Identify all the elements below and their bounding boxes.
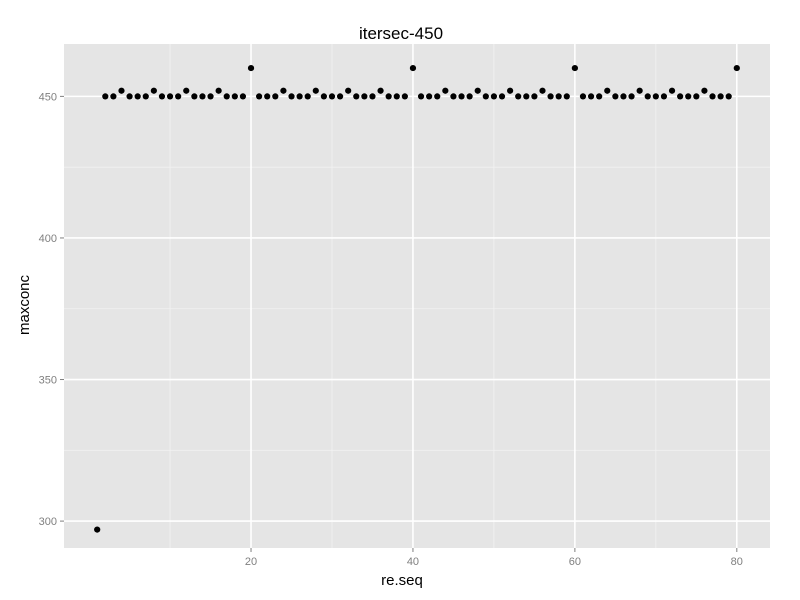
data-point xyxy=(539,87,546,94)
data-point xyxy=(547,93,554,100)
data-point xyxy=(571,64,578,72)
data-point xyxy=(450,93,457,100)
data-point xyxy=(531,93,538,100)
data-point xyxy=(215,87,222,94)
data-point xyxy=(507,87,514,94)
data-point xyxy=(231,93,238,100)
data-point xyxy=(175,93,182,100)
x-tick-label: 80 xyxy=(731,556,743,568)
major-gridlines xyxy=(64,44,770,548)
data-point xyxy=(328,93,336,100)
y-axis: 300 350 400 450 xyxy=(39,91,64,528)
data-point xyxy=(239,93,247,100)
data-point xyxy=(272,93,279,100)
data-point xyxy=(345,87,352,94)
data-point xyxy=(102,93,109,100)
data-point xyxy=(207,93,214,100)
data-point xyxy=(458,93,465,100)
data-point xyxy=(199,93,206,100)
data-point xyxy=(247,64,255,72)
x-tick-label: 20 xyxy=(245,556,257,568)
y-tick-label: 450 xyxy=(39,91,57,103)
data-point xyxy=(555,93,562,100)
data-point xyxy=(126,93,133,100)
data-point xyxy=(191,93,198,100)
data-point xyxy=(660,93,668,100)
data-point xyxy=(693,93,700,100)
data-point xyxy=(336,93,344,100)
data-point xyxy=(652,93,659,100)
data-point xyxy=(296,93,303,100)
data-point xyxy=(150,87,157,94)
data-point xyxy=(709,93,716,100)
data-point xyxy=(377,87,384,94)
data-point xyxy=(701,87,708,94)
data-point xyxy=(256,93,263,100)
y-tick-label: 350 xyxy=(39,375,57,387)
data-point xyxy=(401,93,408,100)
data-point xyxy=(134,93,141,100)
data-point xyxy=(628,93,635,100)
data-point xyxy=(304,93,311,100)
minor-gridlines xyxy=(64,44,770,548)
data-point xyxy=(620,93,627,100)
data-points xyxy=(94,64,740,533)
data-point xyxy=(142,93,149,100)
panel-background xyxy=(64,44,770,548)
chart-title: itersec-450 xyxy=(359,24,443,43)
data-point xyxy=(442,87,449,94)
data-point xyxy=(393,93,400,100)
data-point xyxy=(466,93,473,100)
data-point xyxy=(523,93,530,100)
data-point xyxy=(482,93,489,100)
data-point xyxy=(644,93,651,100)
data-point xyxy=(385,93,392,100)
x-axis-title: re.seq xyxy=(381,572,423,589)
data-point xyxy=(563,93,570,100)
x-tick-label: 40 xyxy=(407,556,419,568)
data-point xyxy=(604,87,611,94)
data-point xyxy=(668,87,676,94)
data-point xyxy=(612,93,619,100)
data-point xyxy=(417,93,425,100)
x-axis: 20 40 60 80 xyxy=(245,548,743,568)
data-point xyxy=(717,93,724,100)
data-point xyxy=(320,93,327,100)
data-point xyxy=(361,93,368,100)
data-point xyxy=(579,93,587,100)
data-point xyxy=(426,93,433,100)
y-axis-title: maxconc xyxy=(16,274,33,335)
data-point xyxy=(264,93,271,100)
data-point xyxy=(353,93,360,100)
data-point xyxy=(474,87,481,94)
data-point xyxy=(685,93,692,100)
data-point xyxy=(369,93,376,100)
data-point xyxy=(312,87,319,94)
data-point xyxy=(409,64,417,72)
data-point xyxy=(110,93,117,100)
data-point xyxy=(280,87,287,94)
data-point xyxy=(490,93,498,100)
data-point xyxy=(288,93,295,100)
data-point xyxy=(166,93,174,100)
data-point xyxy=(183,87,190,94)
data-point xyxy=(725,93,732,100)
data-point xyxy=(677,93,684,100)
data-point xyxy=(587,93,595,100)
data-point xyxy=(498,93,506,100)
data-point xyxy=(733,64,740,72)
data-point xyxy=(636,87,643,94)
data-point xyxy=(223,93,230,100)
data-point xyxy=(596,93,603,100)
data-point xyxy=(434,93,441,100)
x-tick-label: 60 xyxy=(569,556,581,568)
y-tick-label: 400 xyxy=(39,233,57,245)
data-point xyxy=(94,526,101,533)
data-point xyxy=(515,93,522,100)
y-tick-label: 300 xyxy=(39,516,57,528)
data-point xyxy=(158,93,166,100)
data-point xyxy=(118,87,125,94)
